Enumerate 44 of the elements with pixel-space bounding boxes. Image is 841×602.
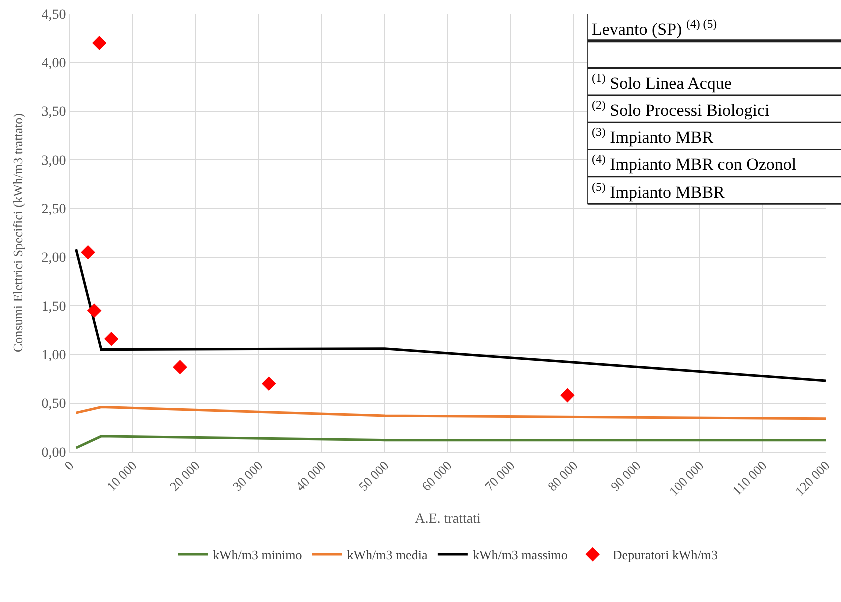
annotation: $^{(4)}$ Impianto MBR con Ozonol bbox=[592, 152, 797, 174]
x-tick-label: 80 000 bbox=[544, 458, 581, 494]
legend-label: kWh/m3 minimo bbox=[213, 548, 302, 563]
point bbox=[92, 36, 107, 50]
annotation: $^{(1)}$ Solo Linea Acque bbox=[592, 71, 732, 94]
annotation: $^{(3)}$ Impianto MBR bbox=[592, 125, 714, 148]
point bbox=[81, 245, 96, 260]
y-tick-label: 1,00 bbox=[42, 348, 66, 364]
y-axis-title: Consumi Elettrici Specifici (kWh/m3 trattato) bbox=[10, 114, 26, 352]
annotation: Levanto (SP) $^{(4) (5)}$ bbox=[592, 17, 718, 40]
point bbox=[173, 360, 188, 374]
point bbox=[87, 304, 102, 318]
x-axis-title: A.E. trattati bbox=[415, 512, 481, 527]
line-series bbox=[75, 406, 826, 420]
x-tick-label: 120 000 bbox=[792, 458, 833, 499]
x-tick-label: 60 000 bbox=[418, 458, 455, 494]
y-tick-label: 2,50 bbox=[42, 202, 66, 218]
legend-label: kWh/m3 massimo bbox=[472, 548, 568, 563]
x-tick-label: 90 000 bbox=[608, 458, 644, 494]
x-tick-label: 30 000 bbox=[230, 458, 266, 494]
x-tick-label: 70 000 bbox=[482, 458, 518, 494]
x-tick-label: 40 000 bbox=[292, 458, 329, 494]
y-tick-label: 3,00 bbox=[42, 154, 66, 169]
x-tick-label: 0 bbox=[62, 458, 77, 474]
annotation: $^{(5)}$ Impianto MBBR bbox=[592, 180, 726, 202]
x-tick-label: 20 000 bbox=[166, 458, 203, 494]
x-tick-label: 110 000 bbox=[730, 458, 770, 498]
x-tick-label: 10 000 bbox=[104, 458, 140, 494]
annotation: $^{(2)}$ Solo Processi Biologici bbox=[592, 98, 770, 120]
line-series bbox=[75, 248, 826, 382]
point bbox=[104, 332, 119, 346]
y-tick-label: 4,50 bbox=[42, 8, 66, 23]
legend-label: kWh/m3 media bbox=[347, 548, 428, 563]
point bbox=[560, 388, 575, 403]
y-tick-label: 1,50 bbox=[42, 300, 66, 315]
y-tick-label: 2,00 bbox=[42, 251, 66, 266]
point bbox=[262, 376, 276, 392]
x-tick-label: 100 000 bbox=[666, 458, 707, 499]
legend-label: Depuratori kWh/m3 bbox=[612, 548, 718, 563]
x-tick-label: 50 000 bbox=[356, 458, 392, 494]
y-tick-label: 0,00 bbox=[42, 446, 66, 461]
y-tick-label: 3,50 bbox=[42, 105, 66, 120]
y-tick-label: 4,00 bbox=[42, 56, 66, 72]
y-tick-label: 0,50 bbox=[42, 397, 66, 412]
